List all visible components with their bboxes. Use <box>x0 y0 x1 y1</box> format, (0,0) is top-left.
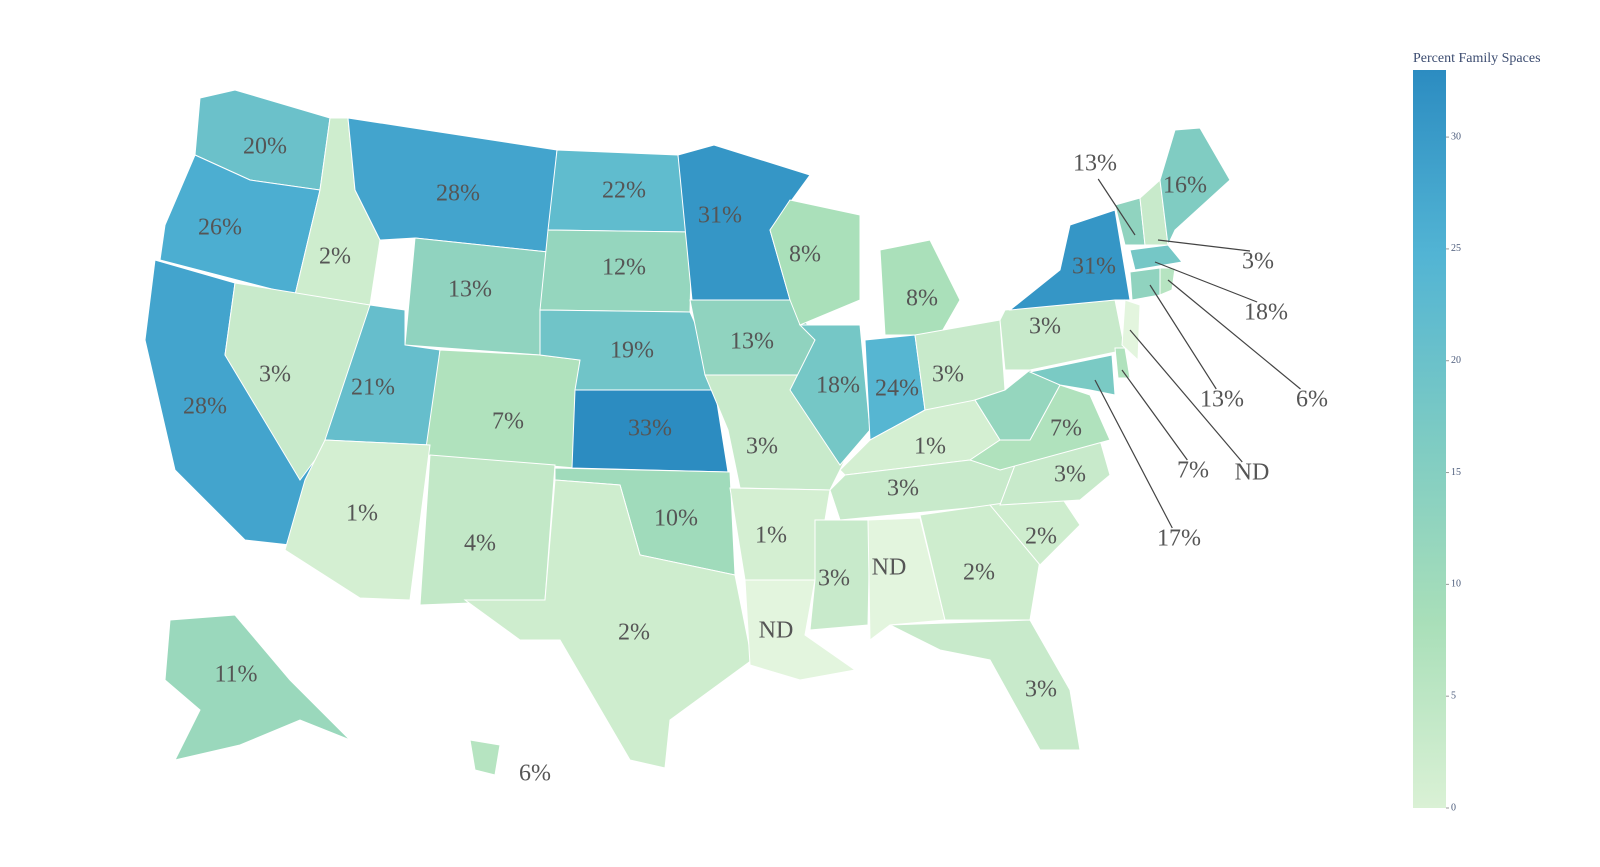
value-label: 2% <box>618 620 650 646</box>
value-label: 28% <box>436 181 480 207</box>
value-label: ND <box>1235 460 1270 486</box>
labels: 20% 26% 28% 2% 3% 28% 13% 21% 7% 1% 4% 22% 12% 19% 33%… <box>183 134 1328 787</box>
state <box>1159 267 1176 296</box>
value-label: 13% <box>1073 151 1117 177</box>
value-label: 13% <box>1200 387 1244 413</box>
value-label: 3% <box>887 476 919 502</box>
value-label: 16% <box>1163 173 1207 199</box>
colorbar-tick-label: 15 <box>1451 467 1461 478</box>
value-label: 31% <box>1072 254 1116 280</box>
value-label: 18% <box>1244 300 1288 326</box>
value-label: 10% <box>654 506 698 532</box>
state <box>919 504 1041 621</box>
state <box>889 619 1081 751</box>
value-label: 7% <box>1177 458 1209 484</box>
value-label: 3% <box>1029 314 1061 340</box>
colorbar-tick-label: 25 <box>1451 243 1461 254</box>
value-label: 19% <box>610 338 654 364</box>
value-label: 21% <box>351 375 395 401</box>
value-label: 11% <box>214 662 257 688</box>
state <box>1129 267 1161 301</box>
value-label: 18% <box>816 373 860 399</box>
state <box>284 439 431 601</box>
colorbar-tick-label: 30 <box>1451 131 1461 142</box>
value-label: 7% <box>1050 416 1082 442</box>
value-label: 3% <box>259 362 291 388</box>
value-label: 3% <box>746 434 778 460</box>
callout-line <box>1157 239 1251 252</box>
callout-line <box>1167 279 1301 390</box>
state <box>463 479 753 769</box>
value-label: 1% <box>346 501 378 527</box>
value-label: 28% <box>183 394 227 420</box>
value-label: 31% <box>698 203 742 229</box>
colorbar-tick-label: 5 <box>1451 690 1456 701</box>
callout-line <box>1094 379 1173 529</box>
value-label: 7% <box>492 409 524 435</box>
value-label: ND <box>759 618 794 644</box>
state <box>789 324 871 466</box>
state <box>809 519 871 631</box>
value-label: 2% <box>1025 524 1057 550</box>
state <box>879 239 961 336</box>
value-label: 33% <box>628 416 672 442</box>
states <box>144 89 1231 776</box>
value-label: 13% <box>448 277 492 303</box>
state <box>469 739 501 776</box>
value-label: 22% <box>602 178 646 204</box>
value-label: 2% <box>319 244 351 270</box>
colorbar-tick-label: 10 <box>1451 579 1461 590</box>
value-label: 17% <box>1157 526 1201 552</box>
state <box>1129 244 1183 271</box>
value-label: 3% <box>1054 462 1086 488</box>
colorbar-tick-label: 0 <box>1451 802 1456 813</box>
value-label: 12% <box>602 255 646 281</box>
state <box>1121 299 1141 362</box>
value-label: 20% <box>243 134 287 160</box>
colorbar <box>1413 70 1446 808</box>
callout-line <box>1121 369 1188 461</box>
value-label: 2% <box>963 560 995 586</box>
value-label: 3% <box>932 362 964 388</box>
value-label: 1% <box>755 523 787 549</box>
callout-line <box>1129 329 1243 463</box>
value-label: 8% <box>789 242 821 268</box>
value-label: ND <box>872 555 907 581</box>
value-label: 24% <box>875 376 919 402</box>
state <box>867 517 946 641</box>
value-label: 1% <box>914 434 946 460</box>
value-label: 4% <box>464 531 496 557</box>
value-label: 3% <box>1242 249 1274 275</box>
callout-line <box>1154 261 1258 303</box>
colorbar-title: Percent Family Spaces <box>1413 51 1541 66</box>
callout-line <box>1097 178 1136 236</box>
value-label: 6% <box>1296 387 1328 413</box>
state <box>164 614 351 761</box>
state <box>1008 209 1131 311</box>
value-label: 6% <box>519 761 551 787</box>
value-label: 3% <box>1025 677 1057 703</box>
state <box>1114 347 1131 379</box>
callout-line <box>1149 284 1217 390</box>
value-label: 26% <box>198 215 242 241</box>
state <box>769 199 861 326</box>
state <box>1028 354 1116 396</box>
value-label: 13% <box>730 329 774 355</box>
colorbar-tick-label: 20 <box>1451 355 1461 366</box>
value-label: 8% <box>906 286 938 312</box>
value-label: 3% <box>818 566 850 592</box>
